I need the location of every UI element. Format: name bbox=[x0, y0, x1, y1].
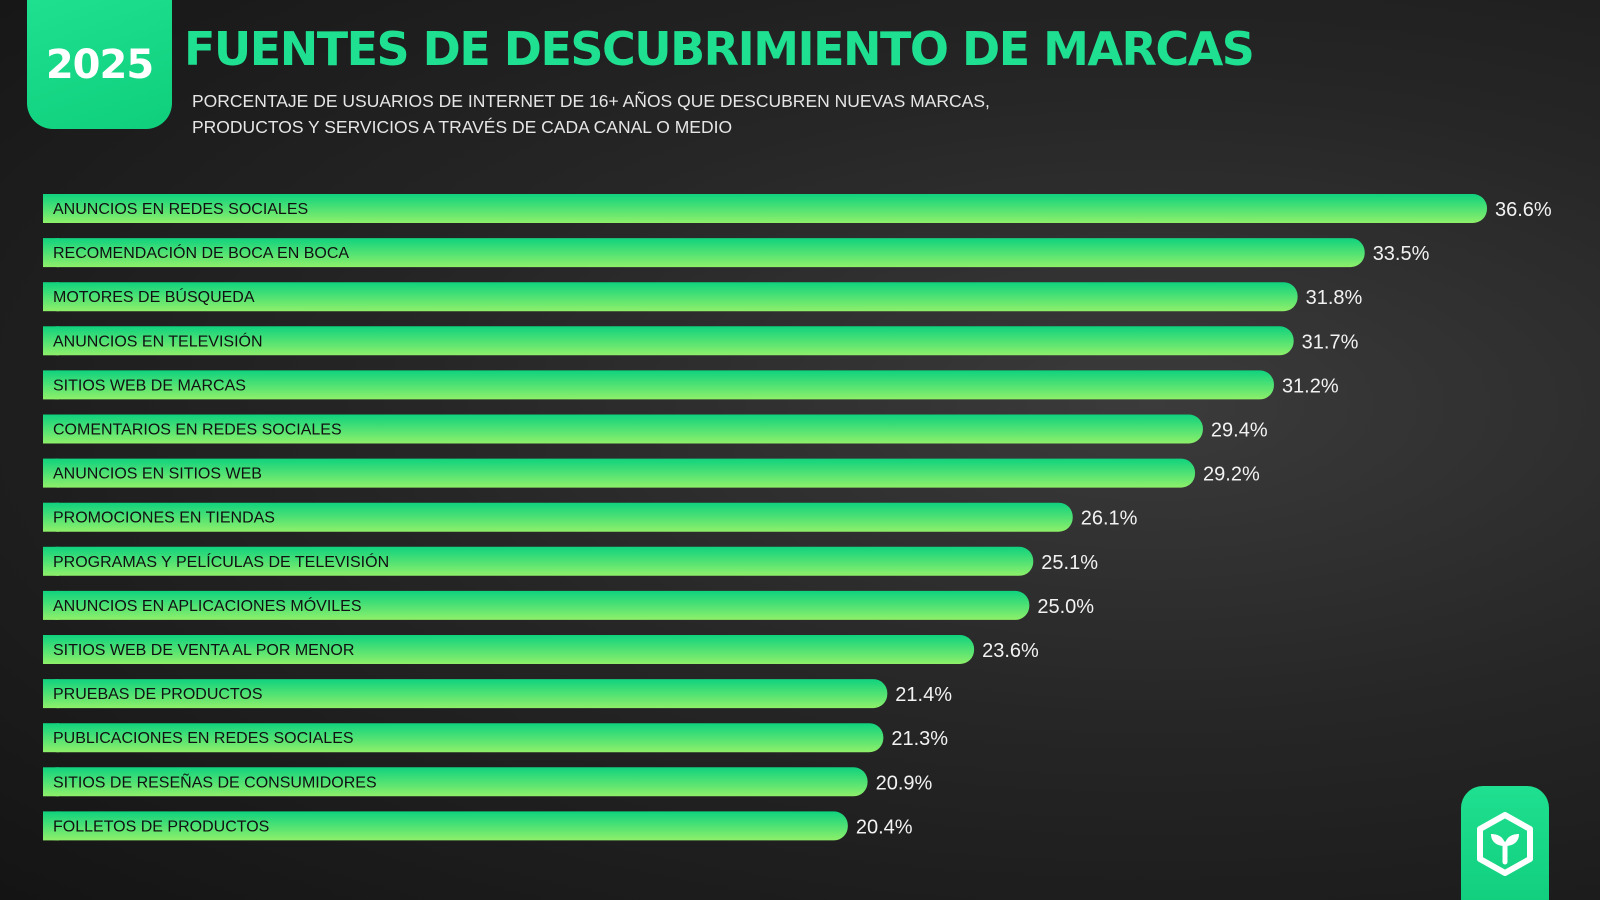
bar-label: RECOMENDACIÓN DE BOCA EN BOCA bbox=[53, 243, 349, 262]
bar-label: SITIOS WEB DE MARCAS bbox=[53, 377, 246, 394]
bar-left-edge bbox=[43, 590, 59, 620]
bar-left-edge bbox=[43, 679, 59, 709]
value-label: 20.9% bbox=[876, 772, 933, 794]
brand-logo bbox=[1461, 786, 1549, 900]
bar-label: SITIOS WEB DE VENTA AL POR MENOR bbox=[53, 642, 354, 659]
bar-left-edge bbox=[43, 767, 59, 797]
bar bbox=[43, 238, 1365, 268]
bar-label: ANUNCIOS EN SITIOS WEB bbox=[53, 466, 262, 483]
bar bbox=[43, 414, 1203, 444]
value-label: 36.6% bbox=[1495, 199, 1552, 221]
bar bbox=[43, 635, 975, 664]
bar bbox=[43, 723, 884, 753]
bar bbox=[43, 502, 1073, 532]
bar-left-edge bbox=[43, 502, 59, 532]
bar-label: PRUEBAS DE PRODUCTOS bbox=[53, 686, 263, 703]
bar-label: SITIOS DE RESEÑAS DE CONSUMIDORES bbox=[53, 771, 377, 791]
bar-label: ANUNCIOS EN TELEVISIÓN bbox=[53, 331, 263, 350]
bar bbox=[43, 811, 848, 841]
year-label: 2025 bbox=[45, 41, 154, 88]
year-badge: 2025 bbox=[27, 0, 172, 129]
value-label: 31.8% bbox=[1306, 287, 1363, 309]
value-label: 31.7% bbox=[1302, 331, 1359, 353]
value-label: 33.5% bbox=[1373, 243, 1430, 265]
bar bbox=[43, 370, 1274, 400]
value-label: 26.1% bbox=[1081, 508, 1138, 530]
value-label: 31.2% bbox=[1282, 375, 1339, 397]
value-label: 21.3% bbox=[891, 728, 948, 750]
bar-label: ANUNCIOS EN APLICACIONES MÓVILES bbox=[53, 596, 362, 615]
value-label: 23.6% bbox=[982, 640, 1039, 662]
bar bbox=[43, 326, 1294, 356]
bar-left-edge bbox=[43, 282, 59, 312]
bar bbox=[43, 767, 868, 797]
value-label: 25.1% bbox=[1041, 552, 1098, 574]
bar-left-edge bbox=[43, 370, 59, 400]
bar-left-edge bbox=[43, 238, 59, 268]
cube-sprout-icon bbox=[1477, 812, 1533, 876]
value-label: 25.0% bbox=[1037, 596, 1094, 618]
bar bbox=[43, 679, 888, 709]
value-label: 29.2% bbox=[1203, 464, 1260, 486]
bar bbox=[43, 458, 1196, 488]
bar-left-edge bbox=[43, 546, 59, 576]
bar-label: ANUNCIOS EN REDES SOCIALES bbox=[53, 201, 308, 218]
bar-left-edge bbox=[43, 635, 59, 664]
bar-left-edge bbox=[43, 194, 59, 223]
bar bbox=[43, 590, 1030, 620]
bar bbox=[43, 194, 1487, 223]
bar-label: FOLLETOS DE PRODUCTOS bbox=[53, 818, 269, 835]
chart-subtitle: PORCENTAJE DE USUARIOS DE INTERNET DE 16… bbox=[192, 91, 990, 137]
bar bbox=[43, 546, 1034, 576]
value-label: 21.4% bbox=[895, 684, 952, 706]
bar-label: COMENTARIOS EN REDES SOCIALES bbox=[53, 422, 342, 439]
bar-left-edge bbox=[43, 326, 59, 356]
bar-label: PROGRAMAS Y PELÍCULAS DE TELEVISIÓN bbox=[53, 552, 389, 571]
value-label: 20.4% bbox=[856, 816, 913, 838]
bar-label: MOTORES DE BÚSQUEDA bbox=[53, 287, 255, 306]
value-label: 29.4% bbox=[1211, 420, 1268, 442]
bar-left-edge bbox=[43, 414, 59, 444]
bar-left-edge bbox=[43, 811, 59, 841]
bar-label: PROMOCIONES EN TIENDAS bbox=[53, 510, 275, 527]
chart-title: FUENTES DE DESCUBRIMIENTO DE MARCAS bbox=[184, 22, 1255, 76]
bar-left-edge bbox=[43, 458, 59, 488]
bar-left-edge bbox=[43, 723, 59, 753]
bar-label: PUBLICACIONES EN REDES SOCIALES bbox=[53, 730, 354, 747]
bar-group: ANUNCIOS EN REDES SOCIALES 36.6% RECOMENDA… bbox=[43, 194, 1552, 841]
bar bbox=[43, 282, 1298, 312]
